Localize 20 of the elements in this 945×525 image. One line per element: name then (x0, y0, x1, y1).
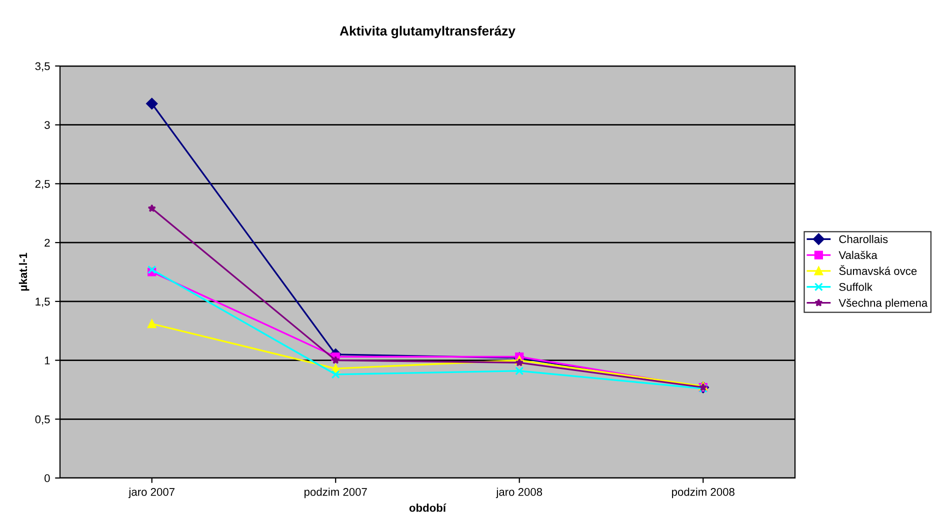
legend-label: Všechna plemena (838, 298, 928, 310)
y-tick-label: 0 (44, 474, 50, 482)
x-tick-label: jaro 2007 (128, 488, 174, 498)
y-tick-label: 1 (44, 356, 50, 364)
y-tick-label: 0,5 (35, 415, 50, 425)
y-tick-label: 3 (44, 121, 50, 129)
y-tick-label: 2 (44, 238, 50, 247)
y-axis-title: μkat.l-1 (18, 252, 30, 291)
x-tick-label: jaro 2008 (496, 488, 542, 498)
y-tick-label: 2,5 (35, 180, 50, 190)
chart-title: Aktivita glutamyltransferázy (340, 26, 516, 38)
legend-label: Šumavská ovce (839, 265, 917, 275)
legend-label: Valaška (838, 250, 878, 260)
x-axis-title: období (409, 504, 446, 512)
x-tick-label: podzim 2007 (304, 488, 367, 498)
y-tick-label: 3,5 (35, 62, 50, 72)
y-tick-label: 1,5 (36, 298, 50, 307)
x-tick-label: podzim 2008 (672, 488, 734, 498)
legend-label: Suffolk (839, 282, 872, 291)
legend-label: Charollais (839, 234, 888, 244)
